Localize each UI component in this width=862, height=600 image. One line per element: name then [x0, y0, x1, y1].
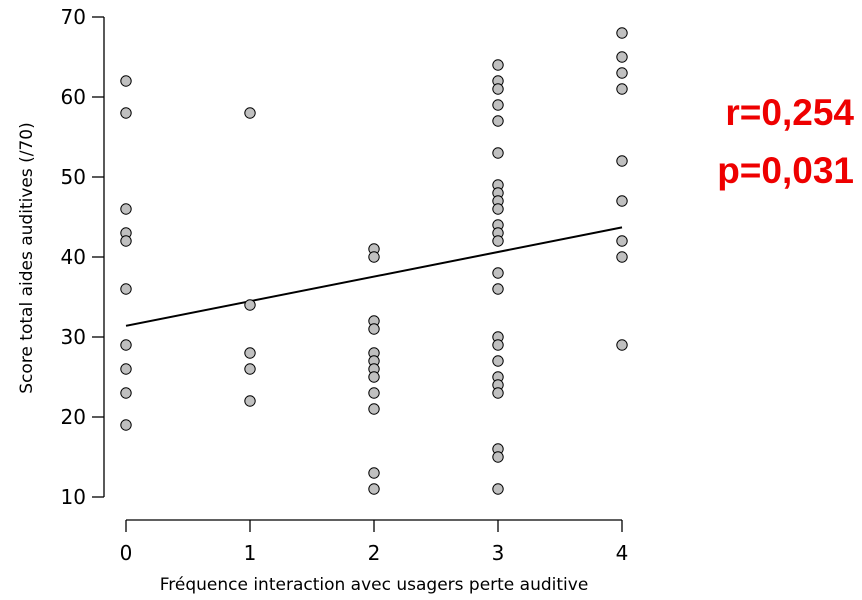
data-point [120, 339, 132, 351]
regression-line [125, 226, 623, 327]
data-point [120, 75, 132, 87]
data-point [492, 83, 504, 95]
data-point [492, 59, 504, 71]
data-point [120, 235, 132, 247]
correlation-p-label: p=0,031 [717, 150, 854, 191]
data-point [492, 203, 504, 215]
y-tick-label: 30 [61, 325, 86, 349]
data-point [616, 195, 628, 207]
axes: 10 20 30 40 50 60 70 0 1 2 3 4 [61, 5, 629, 565]
x-tick-label: 2 [368, 541, 381, 565]
x-tick-label: 3 [492, 541, 505, 565]
points-group [120, 27, 628, 495]
data-point [616, 83, 628, 95]
data-point [244, 363, 256, 375]
y-tick-label: 60 [61, 85, 86, 109]
data-point [492, 483, 504, 495]
data-point [244, 299, 256, 311]
data-point [616, 155, 628, 167]
data-point [492, 387, 504, 399]
data-point [368, 371, 380, 383]
data-point [368, 323, 380, 335]
data-point [492, 339, 504, 351]
data-point [492, 115, 504, 127]
x-axis-title: Fréquence interaction avec usagers perte… [160, 575, 589, 595]
data-point [368, 483, 380, 495]
data-point [120, 419, 132, 431]
data-point [244, 107, 256, 119]
data-point [120, 203, 132, 215]
data-point [492, 99, 504, 111]
y-tick-label: 40 [61, 245, 86, 269]
y-tick-label: 70 [61, 5, 86, 29]
data-point [616, 67, 628, 79]
data-point [616, 251, 628, 263]
y-axis-title: Score total aides auditives (/70) [17, 122, 37, 393]
data-point [492, 147, 504, 159]
x-tick-label: 4 [616, 541, 629, 565]
data-point [616, 235, 628, 247]
data-point [616, 339, 628, 351]
y-tick-label: 20 [61, 405, 86, 429]
y-tick-label: 50 [61, 165, 86, 189]
data-point [616, 51, 628, 63]
x-tick-label: 1 [244, 541, 257, 565]
data-point [120, 363, 132, 375]
correlation-r-label: r=0,254 [725, 92, 854, 133]
data-point [492, 283, 504, 295]
y-tick-label: 10 [61, 485, 86, 509]
data-point [368, 251, 380, 263]
data-point [120, 387, 132, 399]
data-point [368, 387, 380, 399]
data-point [120, 283, 132, 295]
x-tick-label: 0 [120, 541, 133, 565]
data-point [492, 451, 504, 463]
data-point [616, 27, 628, 39]
data-point [244, 347, 256, 359]
data-point [120, 107, 132, 119]
data-point [368, 467, 380, 479]
data-point [368, 403, 380, 415]
data-point [244, 395, 256, 407]
data-point [492, 355, 504, 367]
regression-line-group [125, 226, 623, 327]
data-point [492, 235, 504, 247]
data-point [492, 267, 504, 279]
